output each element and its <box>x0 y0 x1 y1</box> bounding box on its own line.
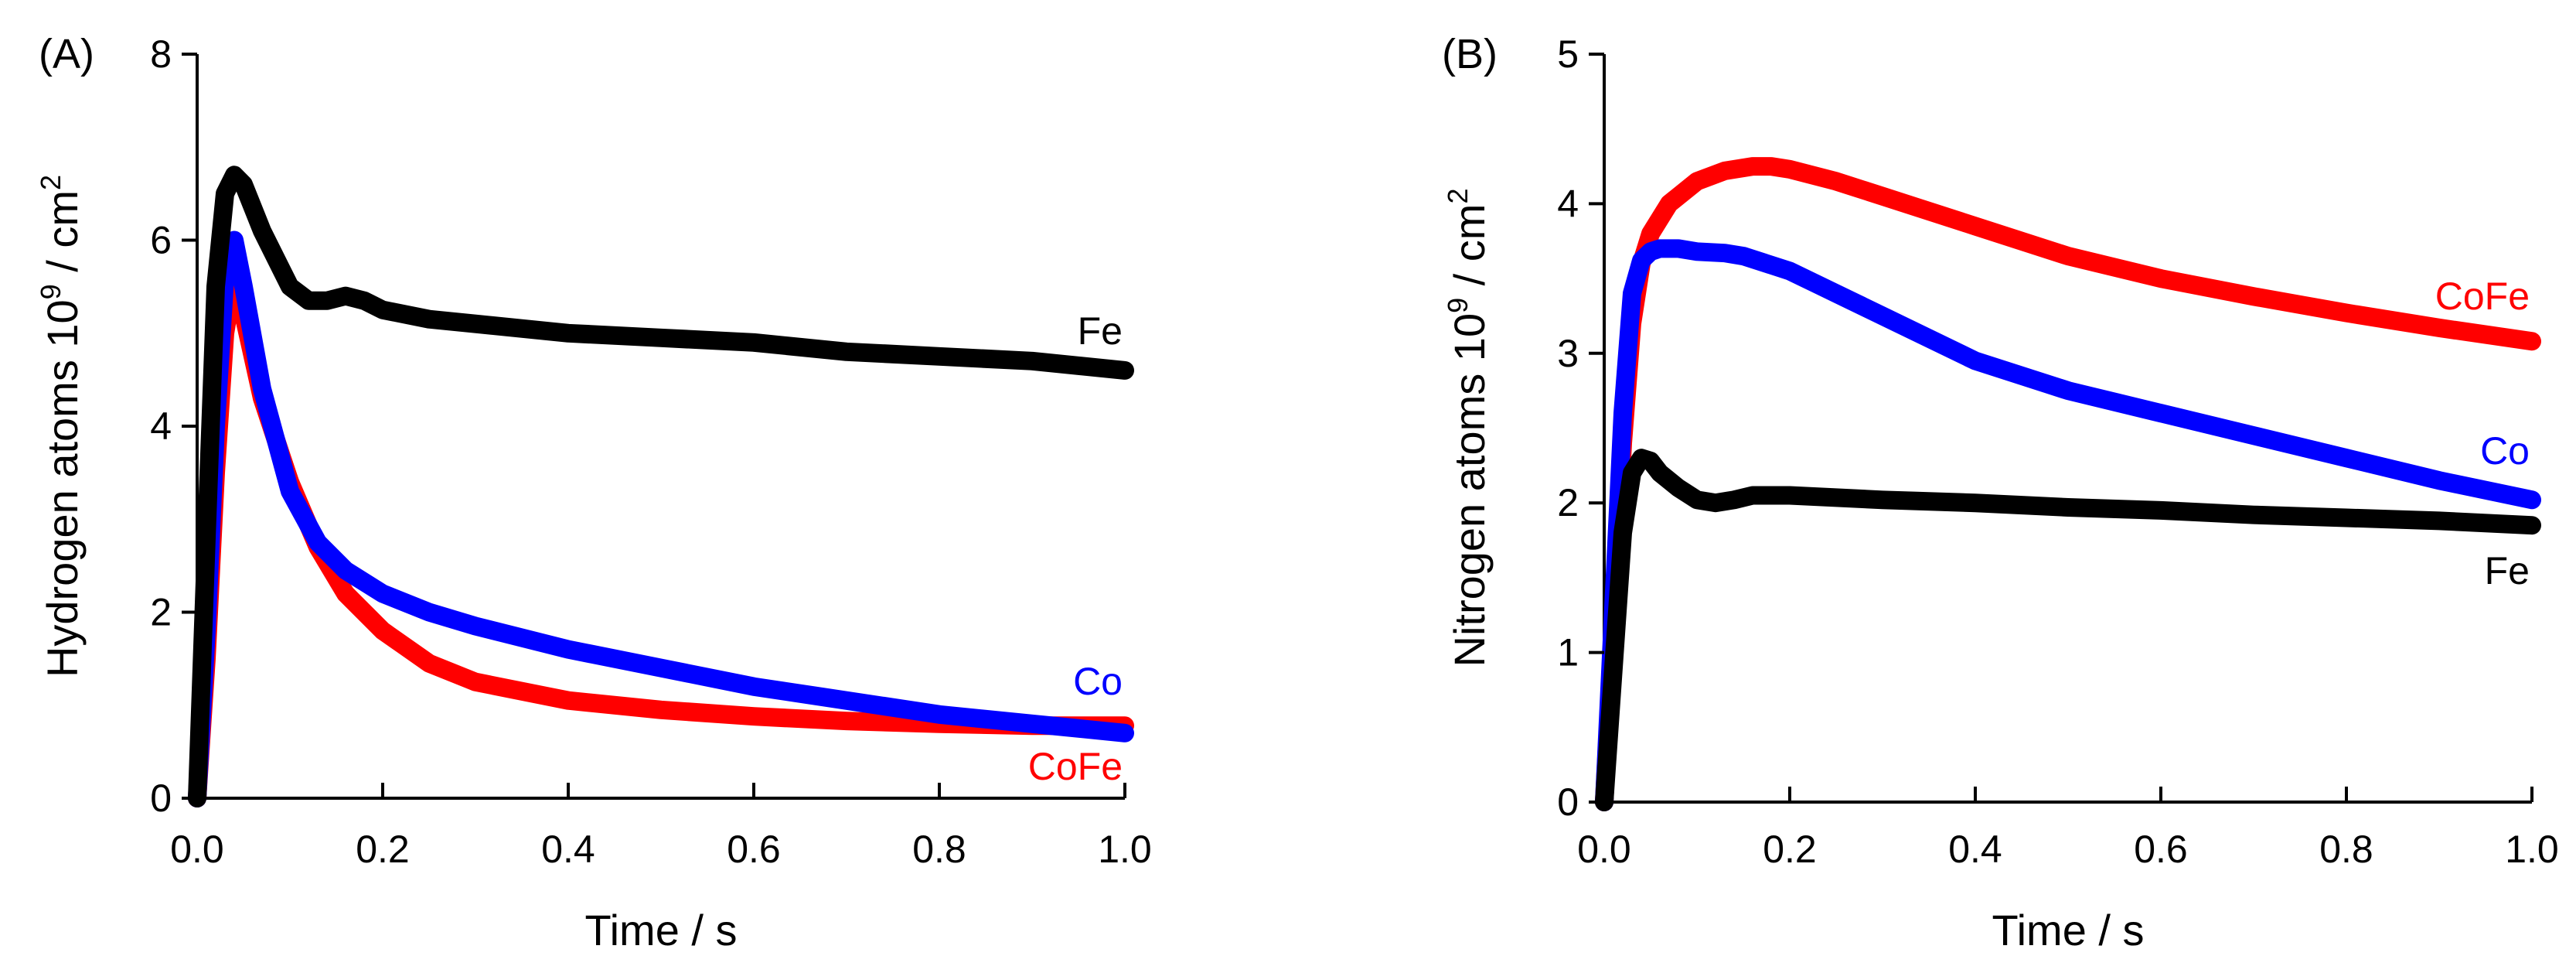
y-axis-label-a-exp1: 9 <box>35 284 66 299</box>
x-tick-label-b-5: 1.0 <box>2505 828 2559 871</box>
x-tick-label-a-2: 0.4 <box>541 828 595 871</box>
y-axis-label-b-prefix: Nitrogen atoms 10 <box>1445 313 1494 667</box>
y-axis-label-a-exp2: 2 <box>35 175 66 190</box>
y-axis-label-b-exp2: 2 <box>1442 189 1474 204</box>
y-tick-label-a-4: 8 <box>150 32 172 76</box>
panel-b: (B) 0.0 0.2 0.4 0.6 0.8 1.0 0 1 2 3 4 <box>1442 31 2559 954</box>
y-axis-label-a-prefix: Hydrogen atoms 10 <box>38 299 87 678</box>
x-tick-label-b-0: 0.0 <box>1577 828 1631 871</box>
x-tick-label-a-1: 0.2 <box>356 828 410 871</box>
x-tick-label-b-4: 0.8 <box>2319 828 2373 871</box>
series-group-a <box>188 166 1134 807</box>
x-tick-label-a-3: 0.6 <box>727 828 781 871</box>
y-tick-label-b-5: 5 <box>1557 32 1579 76</box>
x-tick-label-b-3: 0.6 <box>2134 828 2188 871</box>
panel-a: (A) 0.0 0.2 0.4 0.6 0.8 1.0 0 2 4 6 8 <box>35 31 1152 954</box>
y-tick-label-a-3: 6 <box>150 219 172 262</box>
series-line-fe-b <box>1595 449 2541 811</box>
annotation-co-a: Co <box>1073 660 1123 703</box>
y-tick-label-b-2: 2 <box>1557 481 1579 524</box>
x-tick-label-b-1: 0.2 <box>1763 828 1817 871</box>
x-axis-label-a: Time / s <box>584 906 737 954</box>
y-tick-label-a-2: 4 <box>150 405 172 448</box>
annotation-co-b: Co <box>2480 429 2530 473</box>
x-tick-label-b-2: 0.4 <box>1948 828 2002 871</box>
y-tick-label-b-0: 0 <box>1557 780 1579 824</box>
annotation-cofe-b: CoFe <box>2435 275 2530 318</box>
y-tick-label-a-0: 0 <box>150 777 172 820</box>
y-axis-label-a-mid: / cm <box>38 190 87 284</box>
annotation-fe-a: Fe <box>1078 309 1123 353</box>
y-axis-label-b-exp1: 9 <box>1442 298 1474 313</box>
y-axis-label-b: Nitrogen atoms 109 / cm2 <box>1442 189 1494 667</box>
x-tick-label-a-0: 0.0 <box>170 828 224 871</box>
annotation-fe-b: Fe <box>2485 549 2530 592</box>
panel-label-b: (B) <box>1442 31 1498 77</box>
y-tick-label-b-4: 4 <box>1557 182 1579 225</box>
y-tick-label-a-1: 2 <box>150 591 172 634</box>
series-group-b <box>1595 157 2541 811</box>
x-tick-label-a-5: 1.0 <box>1098 828 1152 871</box>
panel-label-a: (A) <box>39 31 94 77</box>
y-tick-label-b-1: 1 <box>1557 631 1579 674</box>
annotation-cofe-a: CoFe <box>1028 745 1123 788</box>
y-tick-label-b-3: 3 <box>1557 332 1579 375</box>
y-axis-label-b-mid: / cm <box>1445 204 1494 298</box>
x-tick-label-a-4: 0.8 <box>912 828 966 871</box>
series-line-fe-a <box>188 166 1134 807</box>
series-line-co-b <box>1595 239 2541 811</box>
x-axis-label-b: Time / s <box>1992 906 2144 954</box>
y-axis-label-a: Hydrogen atoms 109 / cm2 <box>35 175 87 678</box>
